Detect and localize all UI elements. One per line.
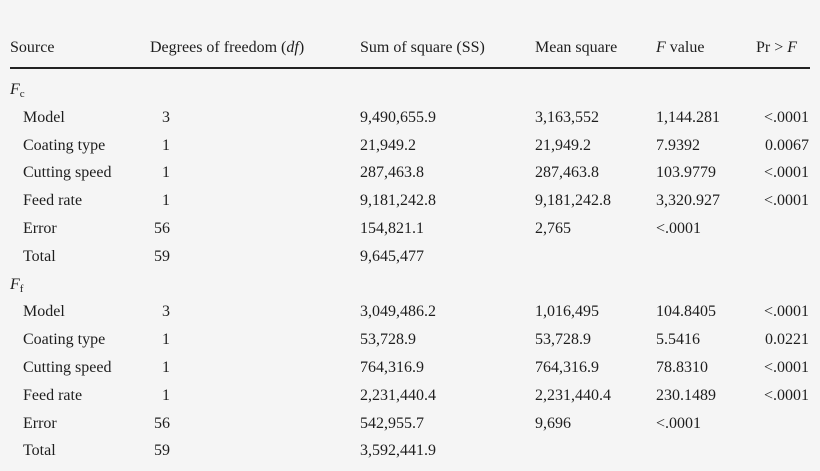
cell-ss: 3,049,486.2: [360, 303, 436, 321]
cell-ms: 287,463.8: [535, 164, 599, 182]
cell-source: Error: [23, 414, 57, 432]
cell-ss: 9,645,477: [360, 247, 424, 265]
header-p-value: Pr > F: [756, 39, 798, 56]
cell-source: Model: [23, 108, 65, 126]
group-label-row: Ff: [0, 275, 820, 295]
header-ss: Sum of square (SS): [360, 39, 485, 56]
cell-p-value: <.0001: [763, 386, 809, 404]
cell-df: 1: [162, 386, 170, 404]
cell-f-value: 104.8405: [656, 303, 716, 321]
cell-p-value: <.0001: [763, 359, 809, 376]
table-row: Total 59 9,645,477: [0, 247, 820, 267]
table-row: Cutting speed 1 287,463.8 287,463.8 103.9779…: [0, 163, 820, 183]
cell-ss: 3,592,441.9: [360, 442, 436, 460]
cell-source: Feed rate: [23, 386, 83, 404]
header-f-value: F value: [656, 39, 705, 56]
cell-ss: 9,490,655.9: [360, 108, 436, 126]
cell-ms: 3,163,552: [535, 108, 599, 126]
cell-df: 1: [162, 359, 170, 376]
cell-f-value: <.0001: [656, 414, 702, 432]
table-header: Source Degrees of freedom (df) Sum of sq…: [0, 38, 820, 58]
header-source: Source: [10, 39, 55, 56]
cell-ss: 9,181,242.8: [360, 192, 436, 210]
cell-source: Total: [23, 442, 56, 460]
cell-ss: 542,955.7: [360, 414, 424, 432]
group-label: Fc: [10, 81, 25, 100]
table-row: Model 3 9,490,655.9 3,163,552 1,144.281 <.000…: [0, 108, 820, 128]
cell-source: Model: [23, 303, 65, 321]
cell-f-value: 230.1489: [656, 386, 716, 404]
cell-ss: 2,231,440.4: [360, 386, 436, 404]
cell-df: 1: [162, 331, 170, 349]
cell-f-value: 1,144.281: [656, 108, 720, 126]
cell-ms: 53,728.9: [535, 331, 591, 349]
cell-f-value: 78.8310: [656, 359, 708, 376]
cell-ss: 53,728.9: [360, 331, 416, 349]
cell-source: Coating type: [23, 331, 106, 349]
cell-ms: 2,231,440.4: [535, 386, 611, 404]
table-row: Coating type 1 53,728.9 53,728.9 5.5416 0.022…: [0, 330, 820, 350]
cell-ms: 2,765: [535, 220, 571, 237]
cell-source: Total: [23, 247, 56, 265]
cell-source: Coating type: [23, 136, 106, 154]
cell-p-value: <.0001: [763, 192, 809, 210]
cell-df: 1: [162, 192, 170, 210]
cell-p-value: 0.0067: [765, 136, 809, 154]
cell-f-value: 7.9392: [656, 136, 700, 154]
cell-df: 1: [162, 164, 170, 182]
cell-ms: 1,016,495: [535, 303, 599, 321]
cell-ss: 21,949.2: [360, 136, 416, 154]
table-row: Error 56 154,821.1 2,765 <.0001: [0, 219, 820, 239]
cell-p-value: <.0001: [763, 108, 809, 126]
cell-ss: 764,316.9: [360, 359, 424, 376]
header-rule: [10, 67, 810, 69]
cell-source: Feed rate: [23, 192, 83, 210]
group-label: Ff: [10, 275, 24, 295]
cell-df: 3: [162, 108, 170, 126]
cell-source: Error: [23, 220, 57, 237]
table-row: Feed rate 1 2,231,440.4 2,231,440.4 230.1489…: [0, 386, 820, 406]
cell-f-value: 3,320.927: [656, 192, 720, 210]
cell-p-value: <.0001: [763, 164, 809, 182]
cell-source: Cutting speed: [23, 359, 112, 376]
cell-df: 56: [154, 220, 170, 237]
cell-p-value: 0.0221: [765, 331, 809, 349]
table-row: Coating type 1 21,949.2 21,949.2 7.9392 0.006…: [0, 136, 820, 156]
table-row: Error 56 542,955.7 9,696 <.0001: [0, 414, 820, 434]
cell-ss: 287,463.8: [360, 164, 424, 182]
cell-ss: 154,821.1: [360, 220, 424, 237]
header-df: Degrees of freedom (df): [150, 39, 305, 56]
table-row: Model 3 3,049,486.2 1,016,495 104.8405 <.0001: [0, 302, 820, 322]
header-ms: Mean square: [535, 39, 618, 56]
table-row: Total 59 3,592,441.9: [0, 441, 820, 461]
cell-df: 56: [154, 414, 170, 432]
cell-ms: 21,949.2: [535, 136, 591, 154]
cell-ms: 9,181,242.8: [535, 192, 611, 210]
cell-df: 1: [162, 136, 170, 154]
cell-ms: 764,316.9: [535, 359, 599, 376]
cell-df: 59: [154, 247, 170, 265]
cell-f-value: 5.5416: [656, 331, 700, 349]
cell-source: Cutting speed: [23, 164, 112, 182]
group-label-row: Fc: [0, 80, 820, 100]
table-row: Cutting speed 1 764,316.9 764,316.9 78.8310 <…: [0, 358, 820, 378]
cell-f-value: <.0001: [656, 220, 702, 237]
cell-df: 3: [162, 303, 170, 321]
cell-p-value: <.0001: [763, 303, 809, 321]
cell-df: 59: [154, 442, 170, 460]
table-row: Feed rate 1 9,181,242.8 9,181,242.8 3,320.92…: [0, 191, 820, 211]
cell-f-value: 103.9779: [656, 164, 716, 182]
cell-ms: 9,696: [535, 414, 571, 432]
